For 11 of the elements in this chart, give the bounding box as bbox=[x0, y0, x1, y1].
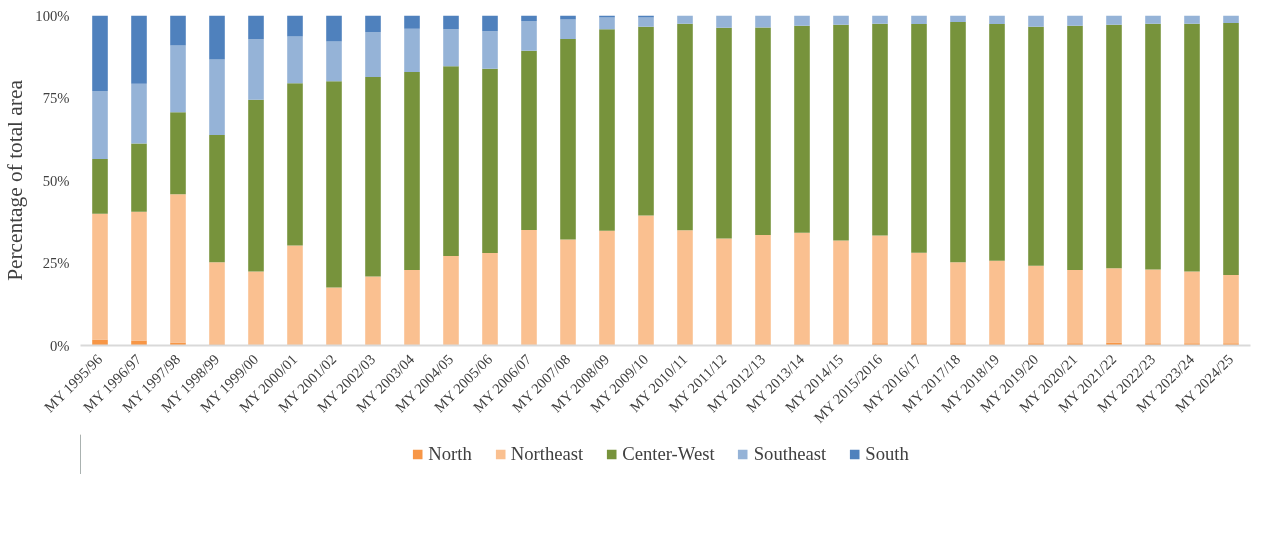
y-tick-label: 0% bbox=[49, 337, 70, 354]
y-tick-label: 25% bbox=[42, 255, 70, 271]
legend-label: Northeast bbox=[510, 443, 584, 465]
y-tick-label: 75% bbox=[42, 90, 70, 106]
y-tick-label: 50% bbox=[42, 172, 70, 189]
legend-label: Center-West bbox=[622, 443, 715, 465]
y-tick-label: 100% bbox=[35, 7, 70, 24]
legend-label: North bbox=[428, 443, 472, 465]
legend-label: South bbox=[865, 443, 909, 465]
y-axis-title: Percentage of total area bbox=[3, 79, 28, 281]
legend-label: Southeast bbox=[753, 443, 827, 465]
